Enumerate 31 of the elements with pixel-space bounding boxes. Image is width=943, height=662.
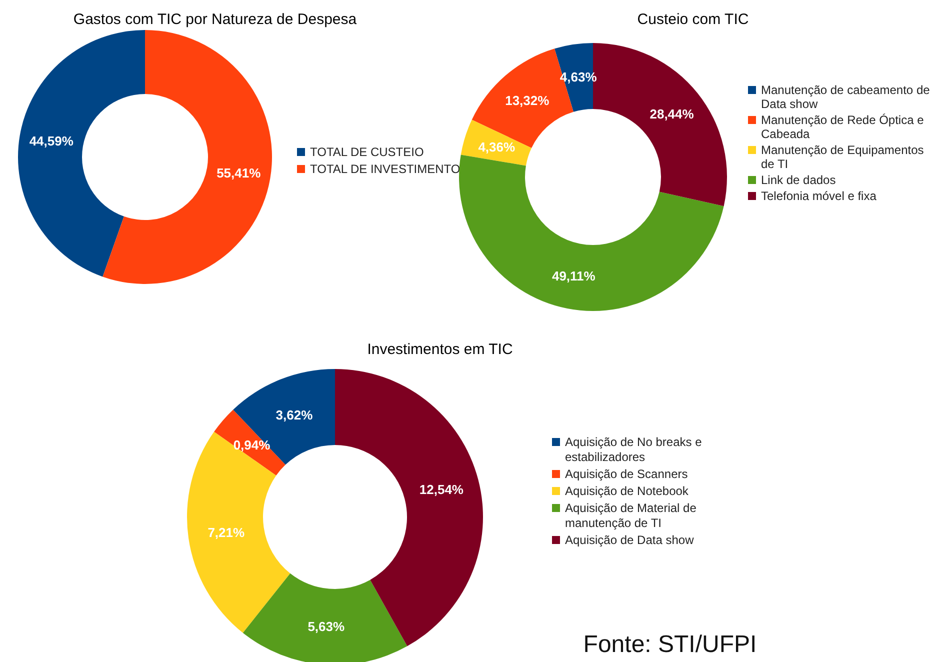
data-label: 12,54%	[419, 482, 464, 497]
data-label: 55,41%	[216, 166, 262, 181]
chart-title: Custeio com TIC	[637, 11, 749, 28]
data-label: 44,59%	[29, 133, 74, 148]
chart-title: Gastos com TIC por Natureza de Despesa	[73, 11, 358, 28]
legend-label: Aquisição de Material de manutenção de TI	[565, 501, 697, 530]
legend-label: TOTAL DE CUSTEIO	[310, 145, 424, 160]
source-note: Fonte: STI/UFPI	[583, 631, 757, 658]
legend-label: Aquisição de No breaks e estabilizadores	[565, 435, 702, 464]
legend-label: Manutenção de Equipamentos de TI	[761, 143, 924, 172]
legend-label: TOTAL DE INVESTIMENTO	[310, 162, 460, 176]
legend-label: Link de dados	[761, 173, 836, 188]
data-label: 13,32%	[505, 92, 550, 108]
donut-slice	[233, 369, 335, 465]
legend-label: Aquisição de Notebook	[565, 484, 690, 498]
chart-title: Investimentos em TIC	[367, 341, 513, 358]
data-label: 4,36%	[478, 139, 516, 154]
legend-label: Aquisição de Data show	[565, 533, 694, 548]
donut-slice	[102, 30, 272, 284]
data-label: 28,44%	[650, 106, 694, 122]
data-label: 49,11%	[552, 268, 596, 284]
legend-label: Aquisição de Scanners	[565, 467, 688, 482]
legend-label: Manutenção de Rede Óptica e Cabeada	[761, 113, 924, 142]
donut-slice	[459, 154, 724, 311]
legend-label: Telefonia móvel e fixa	[761, 189, 877, 204]
donut-slice	[18, 30, 145, 277]
data-label: 3,62%	[276, 407, 314, 422]
donut-slice	[187, 432, 290, 633]
legend-label: Manutenção de cabeamento de Data show	[761, 83, 930, 112]
data-label: 5,63%	[308, 619, 345, 634]
data-label: 7,21%	[208, 525, 245, 540]
